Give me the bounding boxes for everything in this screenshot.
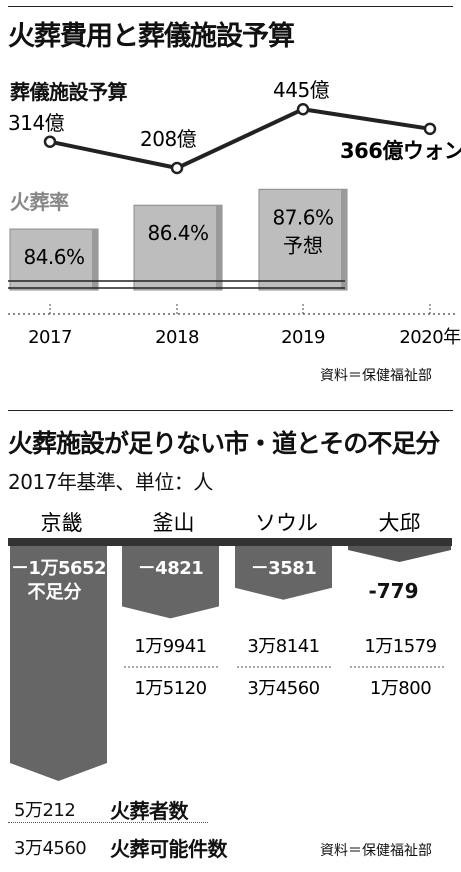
budget-label: 葬儀施設予算 [10, 80, 128, 104]
header-bar [8, 538, 452, 546]
rate-note-label: 予想 [283, 233, 323, 257]
city-label: 京畿 [41, 511, 83, 535]
city-label: ソウル [255, 511, 318, 535]
panel1-title: 火葬費用と葬儀施設予算 [8, 21, 295, 52]
budget-value-label: 314億 [8, 111, 65, 135]
legend-cremations-value: 5万212 [14, 800, 76, 821]
rate-bar-shade [341, 189, 347, 290]
cremations-value-label: 3万8141 [247, 636, 319, 657]
rate-bar [133, 204, 223, 291]
budget-point [43, 135, 57, 148]
capacity-value-label: 1万800 [370, 678, 431, 699]
budget-line [49, 107, 431, 171]
deficit-bar [348, 546, 451, 562]
rate-bar-shade [216, 205, 222, 290]
x-tick-label: 2018 [155, 327, 199, 348]
budget-point [170, 161, 184, 175]
legend-capacity-value: 3万4560 [14, 838, 87, 859]
rate-value-label: 87.6% [272, 205, 333, 229]
deficit-value-label: －1万5652 [11, 558, 106, 579]
budget-point [296, 102, 310, 116]
budget-value-label: 366億ウォン [340, 139, 461, 163]
rate-label: 火葬率 [10, 190, 69, 214]
rate-value-label: 84.6% [23, 245, 84, 269]
city-label: 釜山 [153, 511, 195, 535]
deficit-bar [10, 546, 107, 781]
divider-rule [8, 410, 453, 411]
budget-value-label: 208億 [140, 127, 197, 151]
budget-value-label: 445億 [273, 78, 330, 102]
deficit-note-label: 不足分 [28, 582, 82, 603]
top-rule [8, 6, 453, 7]
legend-divider [8, 822, 208, 823]
panel2-title: 火葬施設が足りない市・道とその不足分 [8, 429, 440, 458]
deficit-value-label: －3581 [251, 558, 317, 579]
panel2-source: 資料＝保健福祉部 [320, 843, 432, 859]
panel1-source: 資料＝保健福祉部 [320, 368, 432, 384]
deficit-value-label: －4821 [138, 558, 204, 579]
rate-bar-shade [92, 229, 98, 290]
deficit-bar [235, 546, 332, 600]
city-label: 大邱 [379, 511, 421, 535]
x-tick-label: 2017 [28, 327, 72, 348]
panel2-subtitle: 2017年基準、単位：人 [8, 470, 213, 494]
rate-value-label: 86.4% [147, 221, 208, 245]
legend-cremations: 火葬者数 [110, 799, 189, 823]
cremations-value-label: 1万9941 [134, 636, 206, 657]
budget-point [423, 122, 437, 136]
deficit-bar [122, 546, 219, 619]
capacity-value-label: 1万5120 [134, 678, 206, 699]
deficit-value-label: -779 [368, 579, 418, 603]
x-tick-label: 2020年 [399, 327, 461, 348]
capacity-value-label: 3万4560 [247, 678, 319, 699]
cremations-value-label: 1万1579 [364, 636, 436, 657]
legend-capacity: 火葬可能件数 [110, 837, 228, 861]
x-tick-label: 2019 [281, 327, 325, 348]
rate-bar [258, 188, 348, 291]
